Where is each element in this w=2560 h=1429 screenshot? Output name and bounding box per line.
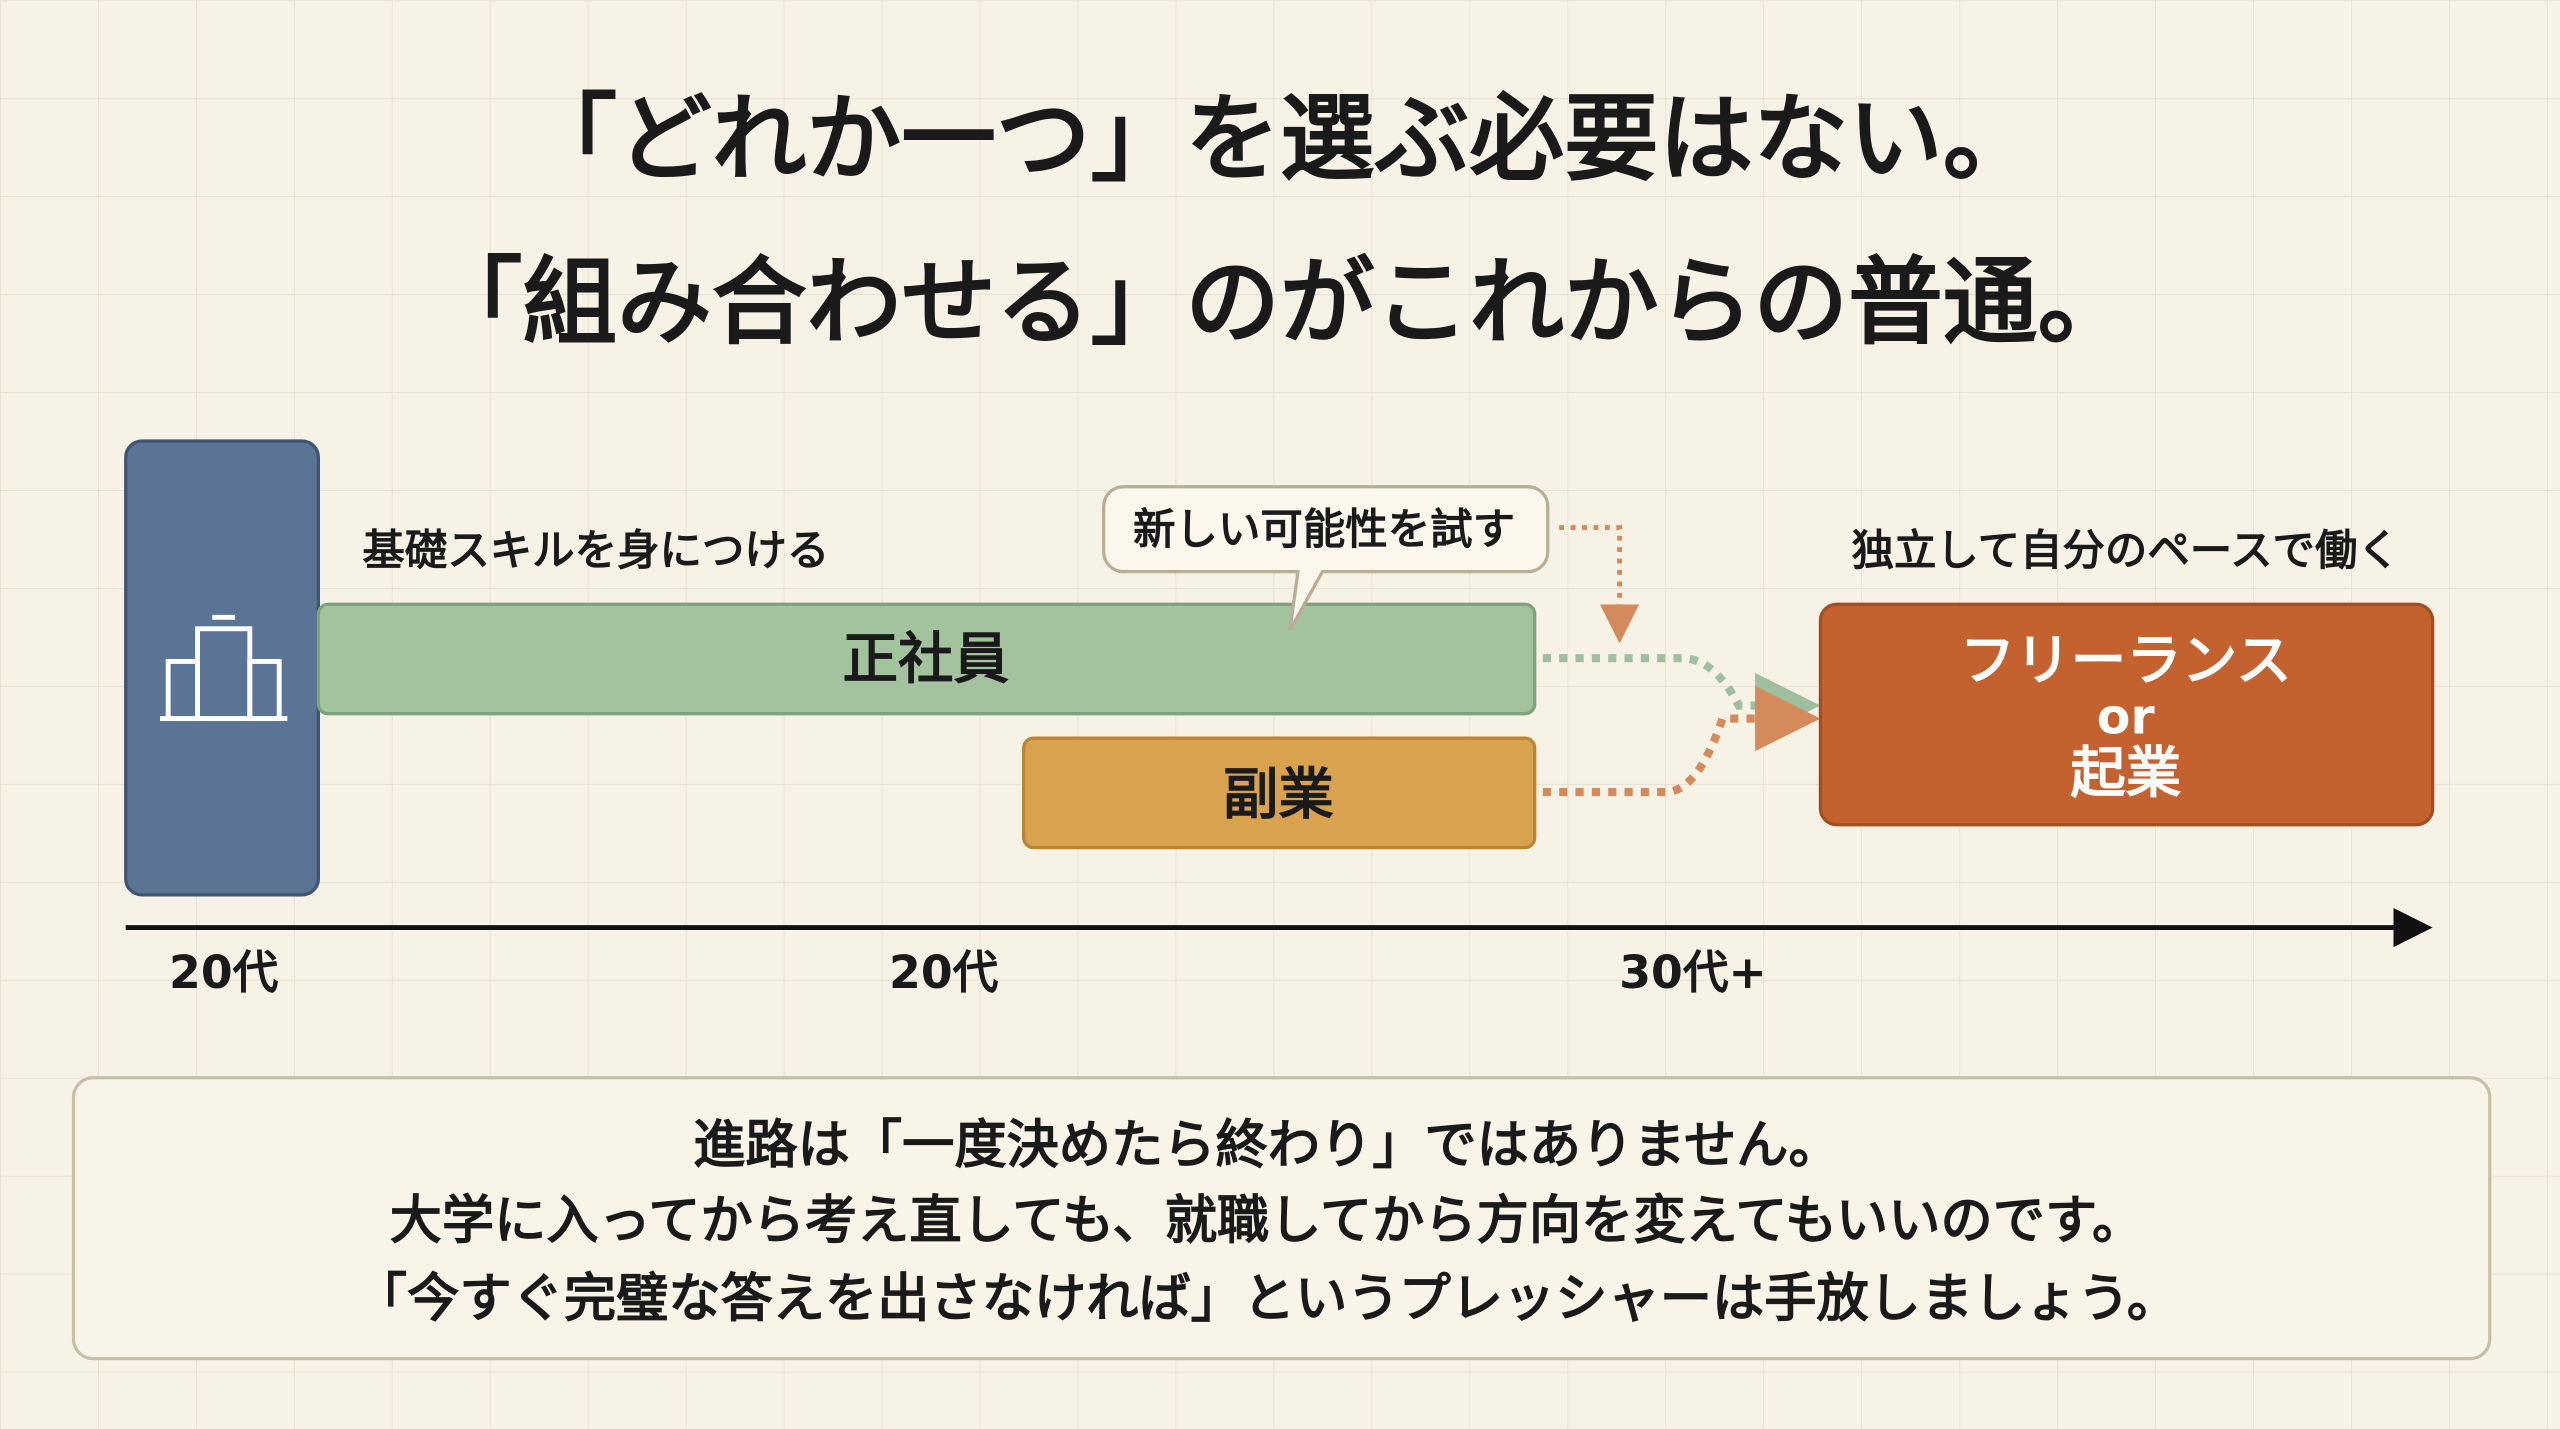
- dotted-arrow: [1542, 654, 1821, 739]
- employee-bar: [316, 602, 1537, 716]
- footer-line: 大学に入ってから考え直しても、就職してから方向を変えてもいいのです。: [390, 1191, 2145, 1251]
- building-box: [124, 439, 320, 897]
- footer-line: 進路は「一度決めたら終わり」ではありません。: [693, 1116, 1841, 1176]
- box-label: or: [2097, 688, 2155, 745]
- bubble-text: 新しい可能性を試す: [1133, 506, 1515, 555]
- speech-bubble: [1102, 485, 1550, 632]
- freelance-box: [1818, 602, 2435, 827]
- bar-label: 副業: [1223, 762, 1335, 827]
- footer-line: 「今すぐ完璧な答えを出さなければ」というプレッシャーは手放しましょう。: [355, 1269, 2179, 1329]
- bar-label: 正社員: [842, 627, 1009, 692]
- dotted-arrow: [1559, 525, 1640, 644]
- side-job-bar: [1022, 736, 1537, 850]
- title-line: 「組み合わせる」のがこれからの普通。: [428, 248, 2132, 358]
- timeline-label: 20代: [889, 946, 999, 999]
- title-line: 「どれか一つ」を選ぶ必要はない。: [522, 85, 2037, 195]
- timeline-label: 30代+: [1619, 946, 1767, 999]
- footer-box: [71, 1076, 2492, 1361]
- caption: 基礎スキルを身につける: [362, 527, 829, 576]
- dotted-arrow: [1542, 685, 1821, 797]
- timeline-label: 20代: [169, 946, 279, 999]
- caption: 独立して自分のペースで働く: [1852, 527, 2400, 576]
- box-label: 起業: [2070, 741, 2181, 806]
- building-icon: [160, 614, 288, 722]
- box-label: フリーランス: [1960, 628, 2292, 693]
